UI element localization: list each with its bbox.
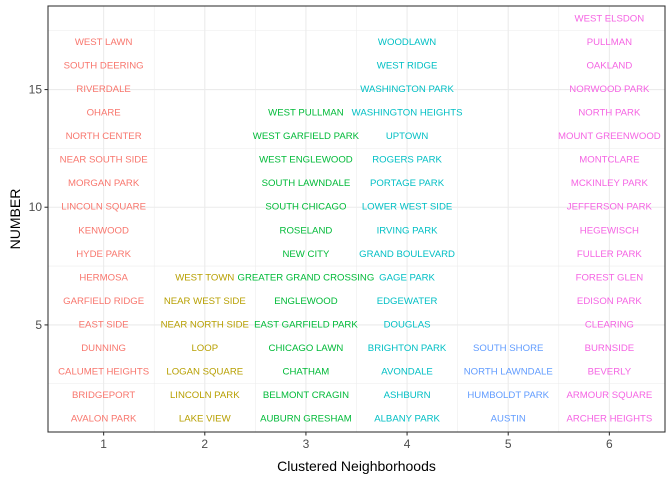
point-label: MONTCLARE	[579, 155, 639, 166]
point-label: HEGEWISCH	[580, 225, 639, 236]
point-label: NORWOOD PARK	[569, 84, 650, 95]
point-label: WEST PULLMAN	[268, 108, 344, 119]
point-label: SOUTH LAWNDALE	[262, 178, 351, 189]
point-label: FOREST GLEN	[576, 272, 644, 283]
point-label: IRVING PARK	[377, 225, 439, 236]
point-label: LINCOLN PARK	[170, 390, 240, 401]
point-label: KENWOOD	[78, 225, 129, 236]
point-label: CALUMET HEIGHTS	[58, 366, 149, 377]
point-label: WASHINGTON PARK	[360, 84, 454, 95]
x-tick-label: 2	[201, 437, 208, 451]
point-label: GREATER GRAND CROSSING	[238, 272, 375, 283]
point-label: ARMOUR SQUARE	[566, 390, 652, 401]
point-label: AUBURN GRESHAM	[260, 414, 352, 425]
x-tick-label: 6	[606, 437, 613, 451]
point-label: MORGAN PARK	[68, 178, 140, 189]
point-label: AVONDALE	[381, 366, 433, 377]
point-label: FULLER PARK	[577, 249, 642, 260]
y-axis-title: NUMBER	[7, 189, 23, 250]
y-tick-label: 15	[29, 83, 43, 97]
point-label: ENGLEWOOD	[274, 296, 338, 307]
point-label: NORTH CENTER	[66, 131, 142, 142]
point-label: CHICAGO LAWN	[269, 343, 344, 354]
point-label: WEST LAWN	[75, 37, 133, 48]
point-label: LOOP	[191, 343, 218, 354]
point-label: AVALON PARK	[71, 414, 137, 425]
point-label: WASHINGTON HEIGHTS	[352, 108, 463, 119]
point-label: CLEARING	[585, 319, 634, 330]
point-label: LOGAN SQUARE	[166, 366, 243, 377]
point-label: ROGERS PARK	[372, 155, 442, 166]
point-label: EDISON PARK	[577, 296, 642, 307]
point-label: WEST ELSDON	[575, 13, 645, 24]
point-label: UPTOWN	[386, 131, 429, 142]
point-label: GAGE PARK	[379, 272, 435, 283]
x-axis-title: Clustered Neighborhoods	[277, 458, 436, 474]
point-label: ROSELAND	[280, 225, 333, 236]
y-tick-label: 10	[29, 200, 43, 214]
point-label: NEAR WEST SIDE	[164, 296, 246, 307]
point-label: WEST RIDGE	[377, 61, 438, 72]
data-labels: AVALON PARK BRIDGEPORT CALUMET HEIGHTS DUNN…	[58, 13, 661, 424]
point-label: AUSTIN	[491, 414, 526, 425]
point-label: OAKLAND	[586, 61, 632, 72]
point-label: WEST TOWN	[175, 272, 234, 283]
point-label: JEFFERSON PARK	[567, 202, 653, 213]
point-label: BRIDGEPORT	[72, 390, 135, 401]
point-label: WEST ENGLEWOOD	[259, 155, 353, 166]
point-label: NEAR SOUTH SIDE	[60, 155, 148, 166]
point-label: HERMOSA	[79, 272, 128, 283]
point-label: ALBANY PARK	[374, 414, 440, 425]
point-label: SOUTH CHICAGO	[265, 202, 346, 213]
point-label: MOUNT GREENWOOD	[558, 131, 661, 142]
point-label: WOODLAWN	[378, 37, 436, 48]
x-tick-label: 3	[303, 437, 310, 451]
point-label: BELMONT CRAGIN	[263, 390, 349, 401]
point-label: GARFIELD RIDGE	[63, 296, 144, 307]
point-label: NORTH LAWNDALE	[464, 366, 553, 377]
point-label: CHATHAM	[283, 366, 330, 377]
point-label: SOUTH DEERING	[64, 61, 144, 72]
point-label: BURNSIDE	[585, 343, 635, 354]
point-label: BRIGHTON PARK	[368, 343, 447, 354]
panel-border	[47, 5, 666, 433]
point-label: DOUGLAS	[384, 319, 431, 330]
point-label: NORTH PARK	[578, 108, 641, 119]
point-label: PORTAGE PARK	[370, 178, 445, 189]
point-label: HYDE PARK	[76, 249, 131, 260]
x-axis: 1 2 3 4 5 6	[100, 432, 613, 451]
point-label: EAST SIDE	[79, 319, 129, 330]
point-label: BEVERLY	[588, 366, 632, 377]
point-label: PULLMAN	[587, 37, 632, 48]
point-label: LINCOLN SQUARE	[61, 202, 146, 213]
point-label: DUNNING	[81, 343, 126, 354]
x-tick-label: 5	[505, 437, 512, 451]
point-label: GRAND BOULEVARD	[359, 249, 455, 260]
point-label: LAKE VIEW	[179, 414, 232, 425]
point-label: NEAR NORTH SIDE	[161, 319, 249, 330]
y-axis: 5 10 15	[29, 83, 48, 332]
point-label: EAST GARFIELD PARK	[254, 319, 358, 330]
point-label: RIVERDALE	[76, 84, 130, 95]
point-label: OHARE	[87, 108, 121, 119]
minor-gridlines	[48, 6, 665, 432]
point-label: HUMBOLDT PARK	[467, 390, 549, 401]
y-tick-label: 5	[35, 318, 42, 332]
point-label: WEST GARFIELD PARK	[253, 131, 360, 142]
point-label: SOUTH SHORE	[473, 343, 543, 354]
point-label: EDGEWATER	[377, 296, 438, 307]
major-gridlines	[48, 6, 665, 432]
point-label: ASHBURN	[384, 390, 431, 401]
x-tick-label: 1	[100, 437, 107, 451]
point-label: MCKINLEY PARK	[571, 178, 649, 189]
point-label: LOWER WEST SIDE	[362, 202, 452, 213]
point-label: ARCHER HEIGHTS	[566, 414, 652, 425]
point-label: NEW CITY	[282, 249, 330, 260]
x-tick-label: 4	[404, 437, 411, 451]
